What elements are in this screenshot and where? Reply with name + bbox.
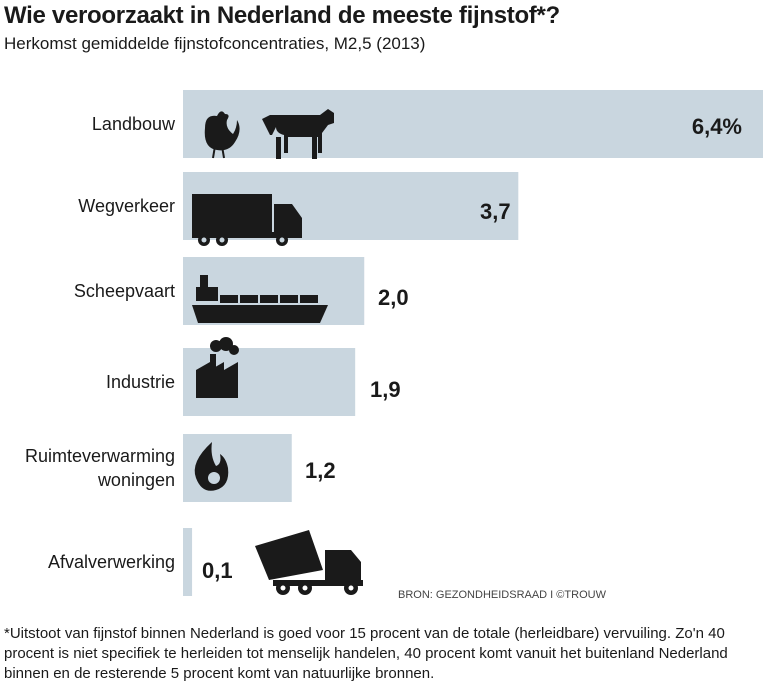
cow-icon: [262, 109, 334, 159]
bar-group: Scheepvaart 2,0: [74, 257, 409, 325]
bar-chart: Landbouw 6,4% Wegverkeer 3,7 Scheepvaart 2,0 I…: [25, 90, 763, 596]
bar-group: Landbouw 6,4%: [92, 90, 763, 159]
bar-group: Afvalverwerking 0,1: [48, 528, 363, 596]
source-credit: BRON: GEZONDHEIDSRAAD I ©TROUW: [398, 589, 606, 601]
category-label: Landbouw: [92, 114, 176, 134]
dump-truck-icon: [255, 530, 363, 595]
category-label: Afvalverwerking: [48, 552, 175, 572]
bar-group: Ruimteverwarming woningen 1,2: [25, 434, 336, 502]
footnote: *Uitstoot van fijnstof binnen Nederland …: [4, 625, 728, 682]
value-label: 1,2: [305, 458, 336, 483]
category-label: Ruimteverwarming: [25, 446, 175, 466]
value-label: 3,7: [480, 199, 511, 224]
ship-icon: [192, 275, 328, 323]
bar-group: Industrie 1,9: [106, 337, 401, 416]
category-label: Scheepvaart: [74, 281, 175, 301]
truck-icon: [192, 194, 302, 246]
chicken-icon: [204, 111, 240, 159]
value-label: 6,4%: [692, 114, 742, 139]
value-label: 0,1: [202, 558, 233, 583]
chart-subtitle: Herkomst gemiddelde fijnstofconcentratie…: [4, 34, 426, 53]
flame-icon: [194, 442, 229, 491]
factory-icon: [196, 337, 239, 398]
bar: [183, 528, 193, 596]
chart-title: Wie veroorzaakt in Nederland de meeste f…: [4, 2, 560, 29]
category-label: Industrie: [106, 372, 175, 392]
value-label: 2,0: [378, 285, 409, 310]
category-label: Wegverkeer: [78, 196, 175, 216]
value-label: 1,9: [370, 377, 401, 402]
category-label: woningen: [97, 470, 175, 490]
bar-group: Wegverkeer 3,7: [78, 172, 519, 246]
